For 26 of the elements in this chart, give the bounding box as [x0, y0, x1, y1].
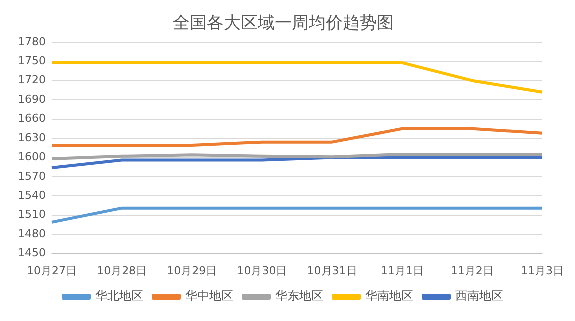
- y-tick-label: 1750: [18, 54, 46, 68]
- legend-label: 华北地区: [96, 289, 144, 304]
- x-tick-label: 11月3日: [521, 264, 564, 278]
- x-tick-label: 10月28日: [97, 264, 148, 278]
- chart-title: 全国各大区域一周均价趋势图: [173, 14, 394, 34]
- x-tick-label: 10月31日: [307, 264, 358, 278]
- y-tick-label: 1450: [18, 246, 46, 260]
- y-tick-label: 1600: [18, 150, 46, 164]
- legend-label: 华南地区: [366, 289, 414, 304]
- y-tick-label: 1480: [18, 227, 46, 240]
- y-tick-label: 1780: [18, 35, 46, 48]
- y-tick-label: 1720: [18, 74, 46, 87]
- y-tick-label: 1570: [18, 170, 46, 183]
- legend-label: 西南地区: [456, 289, 504, 304]
- y-tick-label: 1630: [18, 131, 46, 144]
- x-tick-label: 11月1日: [380, 264, 424, 278]
- x-tick-label: 10月27日: [26, 264, 77, 278]
- legend-label: 华中地区: [186, 289, 234, 304]
- y-tick-label: 1540: [18, 189, 46, 202]
- x-tick-label: 11月2日: [450, 264, 494, 278]
- y-tick-label: 1660: [18, 112, 46, 126]
- legend-label: 华东地区: [276, 289, 324, 304]
- x-tick-label: 10月30日: [237, 264, 288, 278]
- y-tick-label: 1690: [18, 92, 46, 106]
- y-tick-label: 1510: [18, 208, 46, 222]
- x-tick-label: 10月29日: [167, 264, 218, 278]
